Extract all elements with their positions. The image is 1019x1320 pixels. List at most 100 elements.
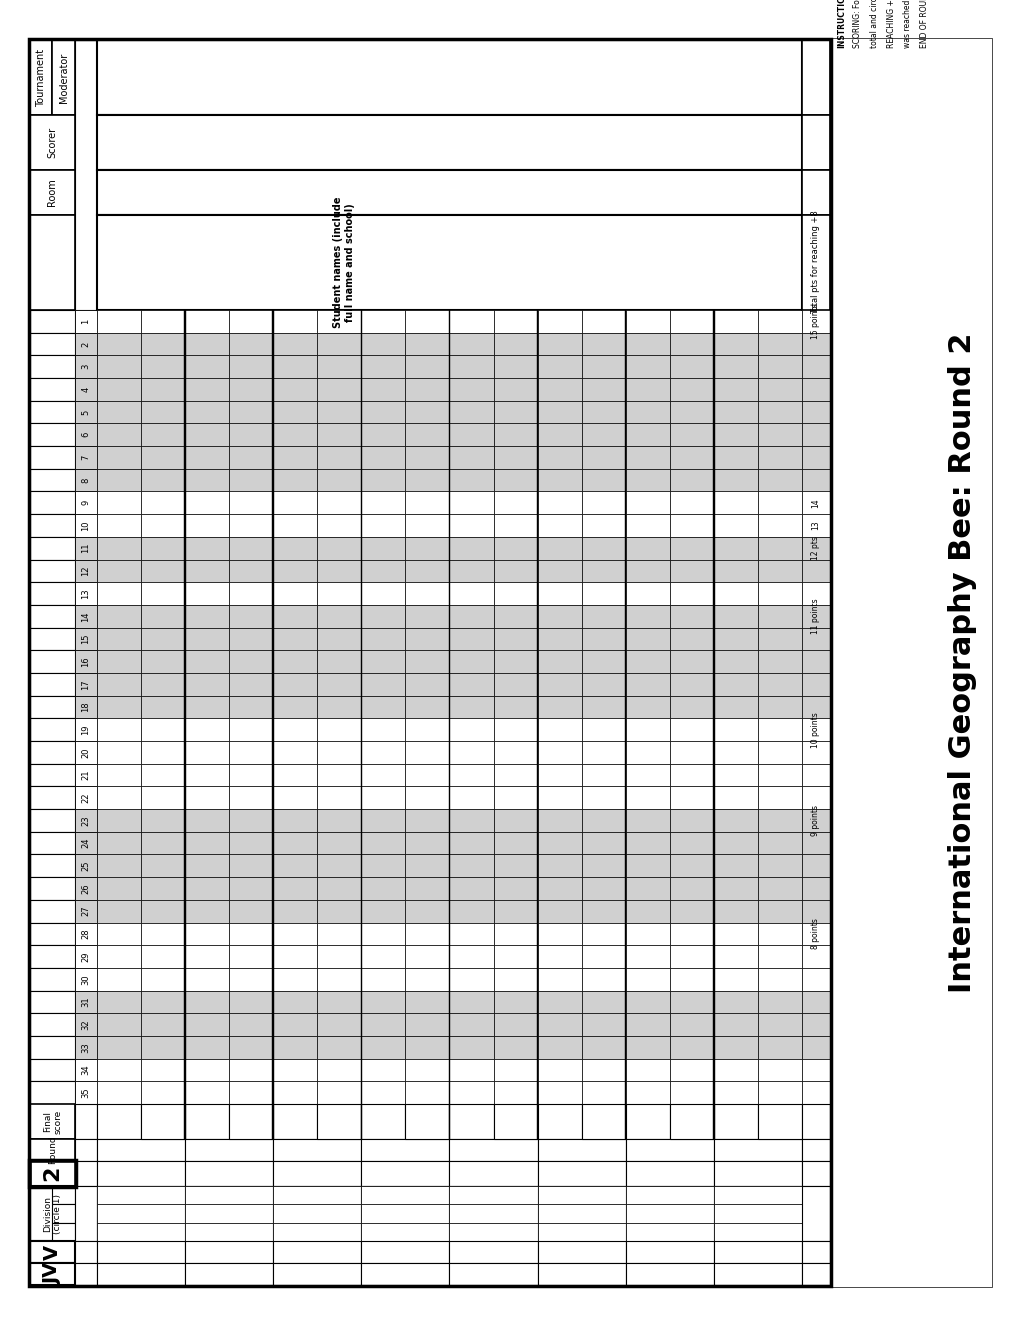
Bar (757, 990, 801, 1014)
Bar (449, 1104, 493, 1139)
Bar (317, 878, 361, 900)
Bar (757, 854, 801, 878)
Bar (581, 605, 625, 627)
Bar (141, 673, 184, 696)
Bar (229, 854, 273, 878)
Bar (581, 923, 625, 945)
Bar (757, 1036, 801, 1059)
Bar (493, 651, 537, 673)
Bar (361, 673, 405, 696)
Bar (273, 333, 317, 355)
Bar (801, 1059, 829, 1081)
Bar (493, 515, 537, 537)
Bar (75, 424, 97, 446)
Bar (625, 764, 669, 787)
Bar (273, 968, 317, 990)
Bar (141, 1036, 184, 1059)
Bar (97, 378, 141, 401)
Bar (30, 832, 75, 854)
Bar (317, 401, 361, 424)
Bar (713, 1036, 757, 1059)
Bar (581, 718, 625, 741)
Text: 12 pts: 12 pts (811, 536, 819, 560)
Text: 11: 11 (82, 543, 91, 553)
Bar (405, 900, 449, 923)
Bar (669, 809, 713, 832)
Text: 12: 12 (82, 566, 91, 576)
Bar (184, 900, 229, 923)
Bar (184, 741, 229, 764)
Bar (713, 1241, 801, 1263)
Bar (449, 491, 493, 515)
Bar (669, 491, 713, 515)
Bar (757, 787, 801, 809)
Bar (801, 355, 829, 378)
Bar (30, 1185, 75, 1241)
Bar (537, 582, 581, 605)
Bar (184, 1204, 273, 1222)
Bar (537, 537, 581, 560)
Bar (493, 900, 537, 923)
Bar (141, 1014, 184, 1036)
Bar (361, 900, 405, 923)
Bar (625, 1059, 669, 1081)
Bar (141, 900, 184, 923)
Bar (757, 401, 801, 424)
Bar (713, 990, 757, 1014)
Bar (405, 446, 449, 469)
Bar (141, 515, 184, 537)
Bar (493, 741, 537, 764)
Bar (361, 424, 405, 446)
Bar (405, 401, 449, 424)
Bar (537, 854, 581, 878)
Bar (184, 673, 229, 696)
Bar (801, 1139, 829, 1162)
Bar (801, 560, 829, 582)
Bar (30, 741, 75, 764)
Bar (493, 832, 537, 854)
Bar (97, 809, 141, 832)
Bar (669, 923, 713, 945)
Bar (361, 1162, 449, 1185)
Text: 5: 5 (82, 409, 91, 414)
Bar (30, 651, 75, 673)
Bar (801, 696, 829, 718)
Bar (449, 469, 493, 491)
Bar (184, 627, 229, 651)
Bar (273, 1059, 317, 1081)
Bar (713, 424, 757, 446)
Bar (361, 310, 362, 1139)
Bar (184, 764, 229, 787)
Bar (184, 718, 229, 741)
Bar (581, 1059, 625, 1081)
Bar (801, 515, 829, 537)
Text: Room: Room (48, 178, 57, 206)
Bar (493, 718, 537, 741)
Bar (97, 1104, 141, 1139)
Bar (801, 651, 829, 673)
Bar (405, 854, 449, 878)
Bar (713, 1204, 801, 1222)
Bar (184, 832, 229, 854)
Bar (449, 1263, 537, 1284)
Bar (97, 1139, 184, 1162)
Text: 6: 6 (82, 432, 91, 437)
Bar (713, 900, 757, 923)
Bar (713, 605, 757, 627)
Text: Final
score: Final score (43, 1109, 62, 1134)
Bar (581, 424, 625, 446)
Bar (669, 696, 713, 718)
Bar (669, 605, 713, 627)
Bar (449, 718, 493, 741)
Bar (361, 923, 405, 945)
Bar (317, 627, 361, 651)
Bar (75, 582, 97, 605)
Bar (30, 1036, 75, 1059)
Bar (537, 1014, 581, 1036)
Bar (75, 945, 97, 968)
Bar (317, 469, 361, 491)
Bar (669, 718, 713, 741)
Bar (669, 582, 713, 605)
Bar (713, 1263, 801, 1284)
Bar (405, 1014, 449, 1036)
